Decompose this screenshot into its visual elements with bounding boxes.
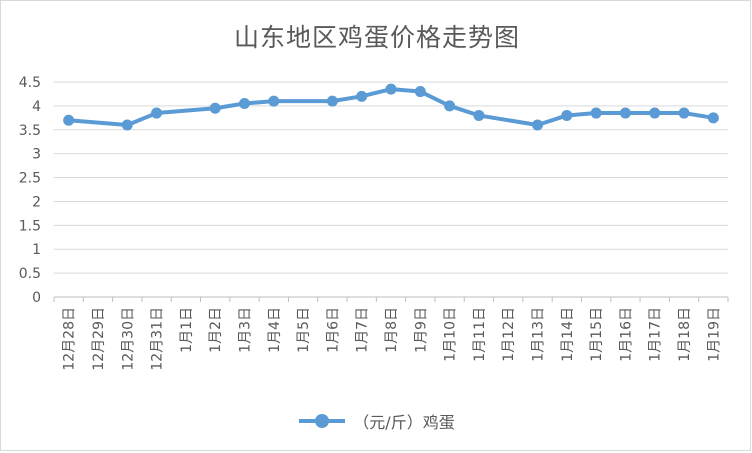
y-tick-label: 4.5: [19, 75, 41, 91]
y-tick-label: 0.5: [19, 266, 41, 282]
x-tick-label: 1月15日: [589, 307, 605, 362]
x-tick-label: 1月14日: [560, 307, 576, 362]
x-tick-label: 12月31日: [150, 307, 166, 371]
x-tick-label: 12月28日: [62, 307, 78, 371]
legend-swatch-icon: [299, 414, 346, 428]
x-tick-label: 1月16日: [618, 307, 634, 362]
gridlines: [54, 81, 728, 274]
y-tick-label: 2.5: [19, 171, 41, 187]
data-point: [326, 95, 338, 107]
data-point: [356, 90, 368, 102]
data-point: [473, 109, 485, 121]
x-tick-label: 1月1日: [179, 307, 195, 353]
x-tick-label: 1月5日: [296, 307, 312, 353]
data-point: [385, 83, 397, 95]
data-point: [209, 102, 221, 114]
chart-title: 山东地区鸡蛋价格走势图: [233, 23, 520, 52]
data-point: [619, 107, 631, 119]
y-tick-label: 4: [32, 99, 41, 115]
x-tick-label: 1月19日: [706, 307, 722, 362]
data-point: [121, 119, 133, 131]
x-tick-label: 1月7日: [355, 307, 371, 353]
y-tick-label: 3: [32, 147, 41, 163]
legend-label: （元/斤）鸡蛋: [353, 413, 455, 432]
data-point: [532, 119, 544, 131]
y-tick-label: 2: [32, 194, 41, 210]
y-tick-label: 1: [32, 242, 41, 258]
data-point: [444, 100, 456, 112]
x-tick-label: 1月9日: [413, 307, 429, 353]
x-tick-label: 1月13日: [531, 307, 547, 362]
y-tick-label: 3.5: [19, 123, 41, 139]
series: [63, 83, 719, 131]
x-tick-label: 1月4日: [267, 307, 283, 353]
data-point: [678, 107, 690, 119]
x-tick-label: 1月2日: [208, 307, 224, 353]
y-tick-label: 0: [32, 290, 41, 306]
x-tick-label: 1月10日: [443, 307, 459, 362]
x-tick-label: 1月12日: [501, 307, 517, 362]
legend: （元/斤）鸡蛋: [1, 409, 752, 433]
data-point: [63, 114, 75, 126]
x-tick-label: 1月6日: [325, 307, 341, 353]
data-point: [151, 107, 163, 119]
data-point: [414, 86, 426, 98]
data-point: [238, 98, 250, 109]
x-tick-label: 1月8日: [384, 307, 400, 353]
x-tick-label: 1月17日: [648, 307, 664, 362]
x-tick-labels: 12月28日 12月29日 12月30日 12月31日 1月1日 1月2日 1月3日 1月4日…: [62, 307, 723, 371]
data-point: [707, 112, 719, 124]
x-tick-label: 1月3日: [237, 307, 253, 353]
x-tick-label: 1月18日: [677, 307, 693, 362]
data-point: [590, 107, 602, 119]
y-tick-labels: 0 0.5 1 1.5 2 2.5 3 3.5 4 4.5: [19, 75, 41, 306]
y-tick-label: 1.5: [19, 218, 41, 234]
x-tick-label: 12月30日: [120, 307, 136, 371]
data-point: [268, 95, 280, 107]
axes: [53, 296, 729, 302]
data-point: [649, 107, 661, 119]
data-point: [561, 109, 573, 121]
x-tick-label: 12月29日: [91, 307, 107, 371]
x-tick-label: 1月11日: [472, 307, 488, 362]
